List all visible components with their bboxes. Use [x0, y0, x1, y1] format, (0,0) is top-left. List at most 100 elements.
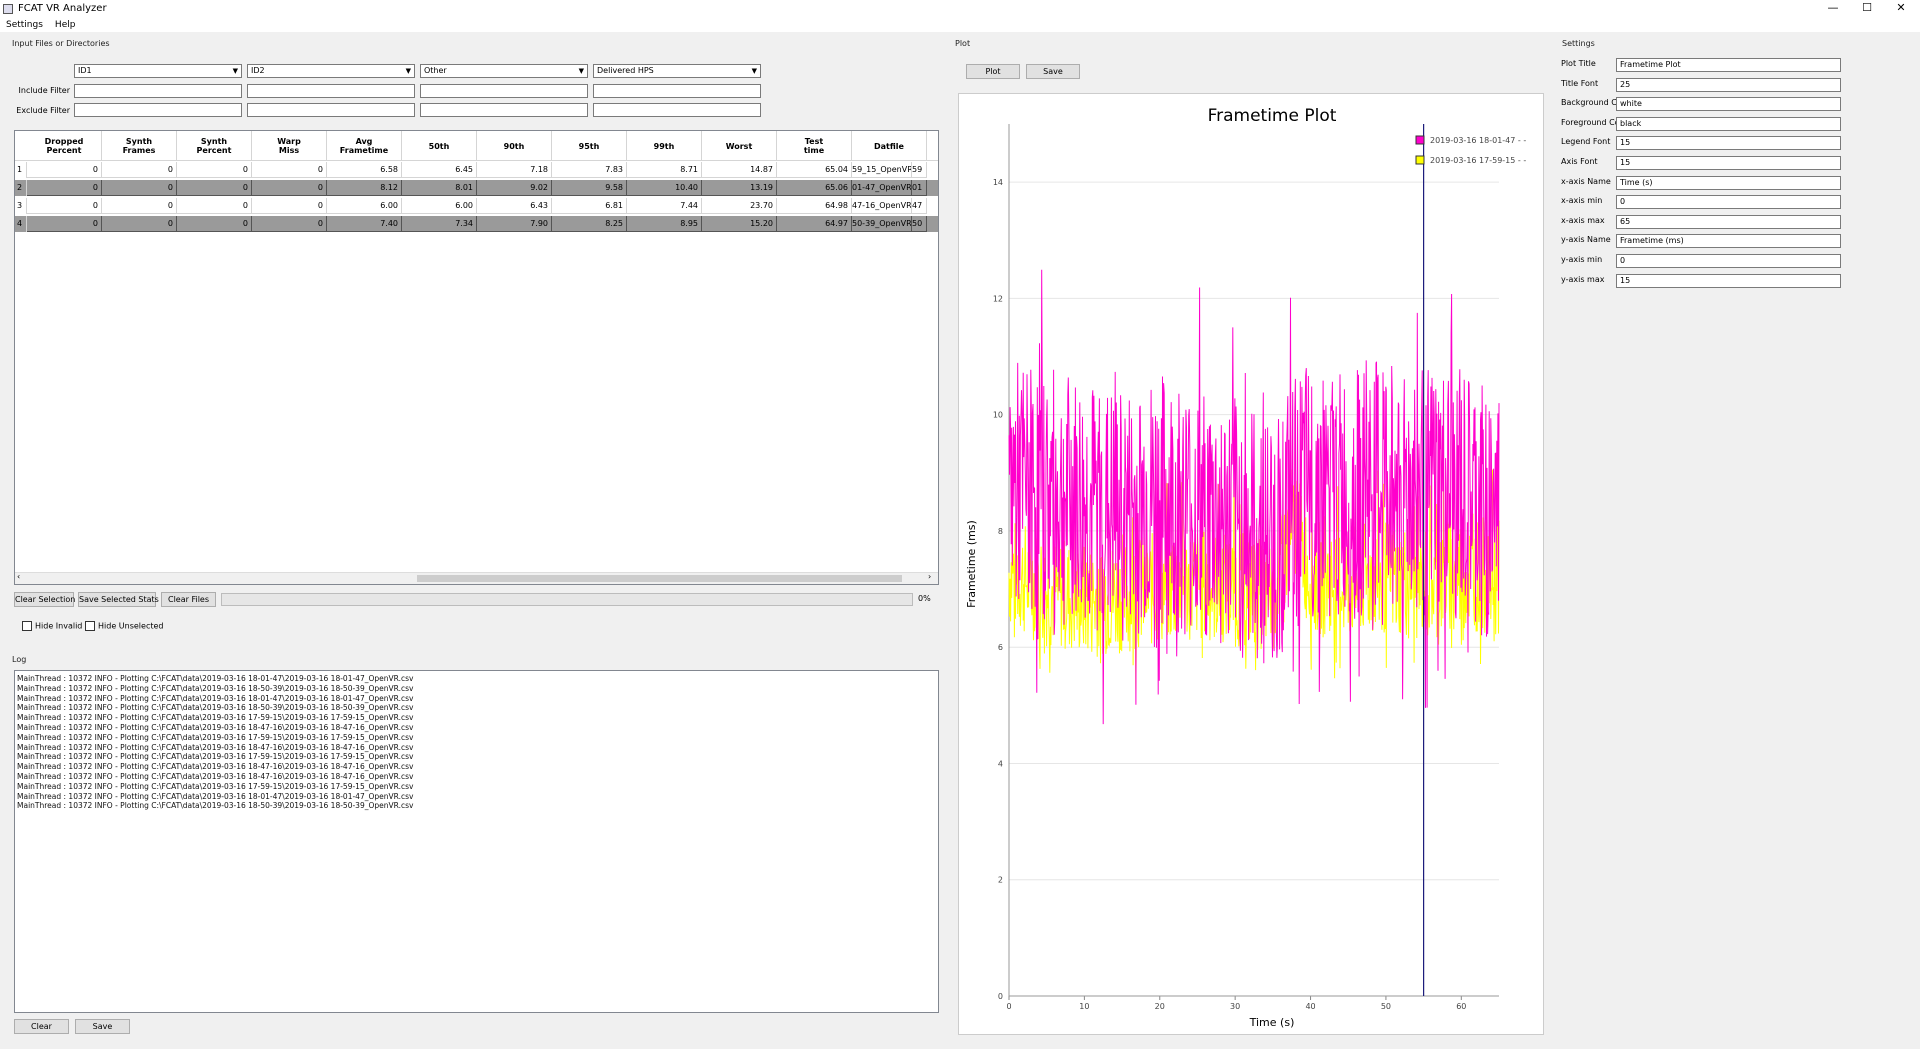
maximize-button[interactable]: ☐ [1862, 1, 1872, 14]
table-cell[interactable]: 8.12 [327, 180, 402, 196]
table-row[interactable]: 4 0 0 0 0 7.40 7.34 7.90 8.25 8.95 15.20 64.97 50-39… [15, 216, 938, 232]
table-cell[interactable]: 0 [27, 216, 102, 232]
table-cell[interactable]: 6.43 [477, 198, 552, 214]
table-row[interactable]: 2 0 0 0 0 8.12 8.01 9.02 9.58 10.40 13.19 65.06 01-4… [15, 180, 938, 196]
table-cell[interactable]: 64.97 [777, 216, 852, 232]
row-number[interactable]: 2 [15, 180, 27, 196]
settings-input[interactable]: black [1616, 116, 1841, 131]
table-cell[interactable]: 0 [252, 162, 327, 178]
plot-save-button[interactable]: Save [1026, 64, 1080, 79]
table-cell[interactable]: 50-39_OpenVR.csv [852, 216, 912, 232]
settings-input[interactable]: 0 [1616, 195, 1841, 210]
exclude-filter-delivered[interactable] [593, 103, 761, 117]
col-worst[interactable]: Worst [702, 131, 777, 161]
table-cell[interactable]: 0 [27, 162, 102, 178]
col-datfile[interactable]: Datfile [852, 131, 927, 161]
col-99th[interactable]: 99th [627, 131, 702, 161]
table-cell[interactable]: 50 [912, 216, 927, 232]
log-save-button[interactable]: Save [75, 1019, 130, 1034]
horizontal-scrollbar[interactable]: ‹ › [15, 572, 938, 584]
table-cell[interactable]: 0 [102, 198, 177, 214]
settings-input[interactable]: Frametime Plot [1616, 58, 1841, 72]
table-cell[interactable]: 0 [177, 180, 252, 196]
table-cell[interactable]: 0 [27, 198, 102, 214]
table-cell[interactable]: 47-16_OpenVR.csv [852, 198, 912, 214]
table-cell[interactable]: 6.00 [327, 198, 402, 214]
row-number[interactable]: 4 [15, 216, 27, 232]
row-number[interactable]: 1 [15, 162, 27, 178]
settings-input[interactable]: white [1616, 97, 1841, 112]
col-avg-frametime[interactable]: Avg Frametime [327, 131, 402, 161]
table-cell[interactable]: 0 [177, 216, 252, 232]
col-50th[interactable]: 50th [402, 131, 477, 161]
table-cell[interactable]: 0 [252, 216, 327, 232]
settings-input[interactable]: Frametime (ms) [1616, 234, 1841, 249]
table-cell[interactable]: 65.04 [777, 162, 852, 178]
table-row[interactable]: 1 0 0 0 0 6.58 6.45 7.18 7.83 8.71 14.87 65.04 59_15… [15, 162, 938, 178]
other-combo[interactable]: Other ▼ [420, 64, 588, 78]
plot-area[interactable]: Frametime Plot Time (s) Frametime (ms) 0… [958, 93, 1544, 1035]
col-test-time[interactable]: Test time [777, 131, 852, 161]
table-cell[interactable]: 7.40 [327, 216, 402, 232]
plot-button[interactable]: Plot [966, 64, 1020, 79]
col-dropped-percent[interactable]: Dropped Percent [27, 131, 102, 161]
table-cell[interactable]: 0 [27, 180, 102, 196]
table-cell[interactable]: 7.44 [627, 198, 702, 214]
table-cell[interactable]: 9.02 [477, 180, 552, 196]
settings-input[interactable]: 65 [1616, 214, 1841, 229]
clear-selection-button[interactable]: Clear Selection [14, 592, 75, 607]
exclude-filter-id2[interactable] [247, 103, 415, 117]
settings-input[interactable]: 0 [1616, 254, 1841, 268]
table-cell[interactable]: 47 [912, 198, 927, 214]
table-cell[interactable]: 9.58 [552, 180, 627, 196]
table-cell[interactable]: 7.90 [477, 216, 552, 232]
col-synth-percent[interactable]: Synth Percent [177, 131, 252, 161]
table-cell[interactable]: 01-47_OpenVR.csv [852, 180, 912, 196]
scroll-right-icon[interactable]: › [928, 572, 932, 581]
table-cell[interactable]: 8.71 [627, 162, 702, 178]
table-cell[interactable]: 64.98 [777, 198, 852, 214]
table-cell[interactable]: 6.58 [327, 162, 402, 178]
hide-unselected-checkbox[interactable]: Hide Unselected [85, 621, 163, 631]
table-cell[interactable]: 15.20 [702, 216, 777, 232]
menu-help[interactable]: Help [54, 19, 76, 30]
scroll-left-icon[interactable]: ‹ [17, 572, 21, 581]
id2-combo[interactable]: ID2 ▼ [247, 64, 415, 78]
log-clear-button[interactable]: Clear [14, 1019, 69, 1034]
table-cell[interactable]: 0 [102, 162, 177, 178]
table-cell[interactable]: 0 [177, 162, 252, 178]
log-output[interactable]: MainThread : 10372 INFO - Plotting C:\FC… [14, 670, 939, 1013]
table-cell[interactable]: 8.25 [552, 216, 627, 232]
settings-input[interactable]: 25 [1616, 77, 1841, 92]
include-filter-other[interactable] [420, 84, 588, 98]
settings-input[interactable]: 15 [1616, 156, 1841, 170]
table-cell[interactable]: 8.01 [402, 180, 477, 196]
table-cell[interactable]: 0 [252, 198, 327, 214]
clear-files-button[interactable]: Clear Files [161, 592, 216, 607]
include-filter-id1[interactable] [74, 84, 242, 98]
settings-input[interactable]: Time (s) [1616, 175, 1841, 190]
settings-input[interactable]: 15 [1616, 273, 1841, 288]
table-cell[interactable]: 7.83 [552, 162, 627, 178]
menu-settings[interactable]: Settings [6, 19, 43, 30]
table-cell[interactable]: 10.40 [627, 180, 702, 196]
row-number[interactable]: 3 [15, 198, 27, 214]
table-row[interactable]: 3 0 0 0 0 6.00 6.00 6.43 6.81 7.44 23.70 64.98 47-16… [15, 198, 938, 214]
table-cell[interactable]: 65.06 [777, 180, 852, 196]
table-cell[interactable]: 6.81 [552, 198, 627, 214]
table-cell[interactable]: 0 [252, 180, 327, 196]
table-cell[interactable]: 0 [102, 216, 177, 232]
results-table[interactable]: Dropped Percent Synth Frames Synth Perce… [14, 130, 939, 585]
minimize-button[interactable]: — [1827, 1, 1839, 14]
col-warp-miss[interactable]: Warp Miss [252, 131, 327, 161]
table-cell[interactable]: 0 [177, 198, 252, 214]
exclude-filter-other[interactable] [420, 103, 588, 117]
col-95th[interactable]: 95th [552, 131, 627, 161]
table-cell[interactable]: 7.18 [477, 162, 552, 178]
table-cell[interactable]: 23.70 [702, 198, 777, 214]
table-cell[interactable]: 6.45 [402, 162, 477, 178]
settings-input[interactable]: 15 [1616, 136, 1841, 151]
table-cell[interactable]: 01 [912, 180, 927, 196]
table-cell[interactable]: 8.95 [627, 216, 702, 232]
exclude-filter-id1[interactable] [74, 103, 242, 117]
